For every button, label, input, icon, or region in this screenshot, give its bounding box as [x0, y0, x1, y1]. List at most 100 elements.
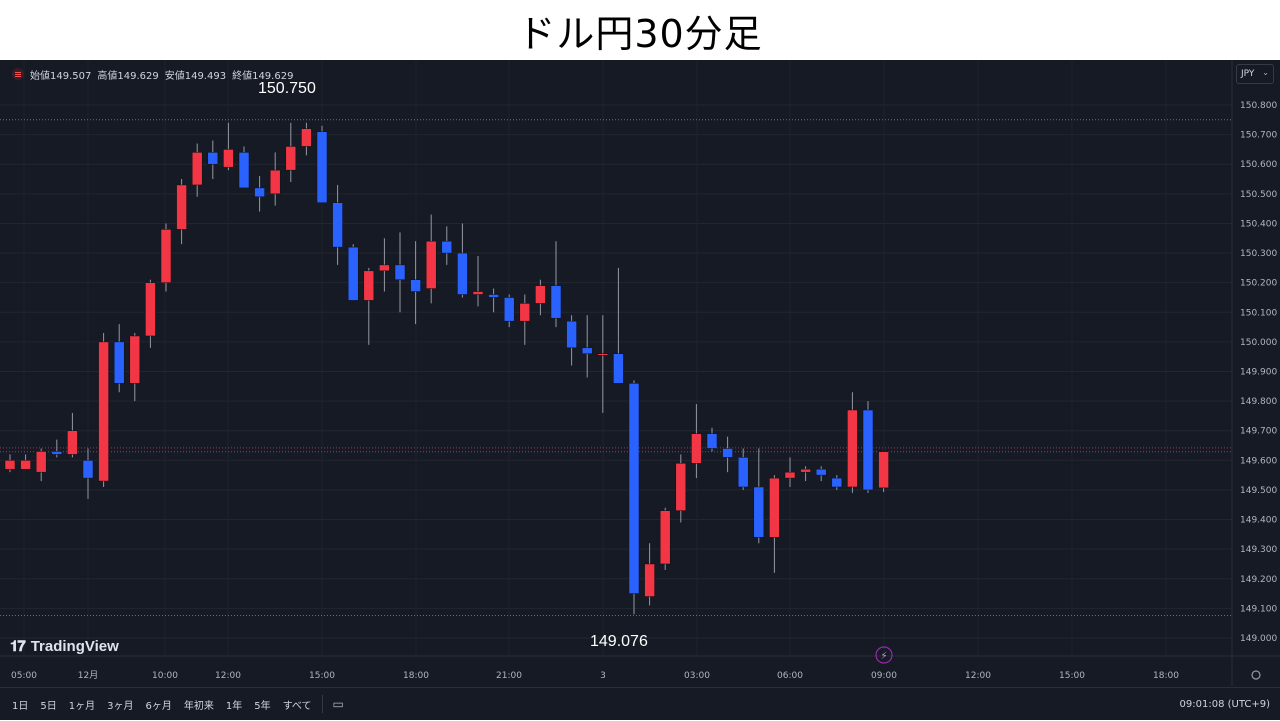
candle-body	[67, 430, 78, 455]
range-toolbar: 1日 5日 1ヶ月 3ヶ月 6ヶ月 年初来 1年 5年 すべて ▭ 09:01:…	[0, 687, 1280, 720]
y-tick-label: 150.700	[1240, 131, 1277, 141]
candle-body	[613, 353, 624, 384]
candle-body	[722, 448, 733, 458]
candle-body	[753, 486, 765, 538]
legend-open: 始値149.507	[30, 70, 92, 82]
y-tick-label: 149.400	[1240, 516, 1277, 526]
range-all[interactable]: すべて	[282, 700, 312, 712]
candle-body	[129, 335, 141, 384]
x-tick-label: 18:00	[1153, 671, 1179, 681]
candle-body	[784, 471, 796, 479]
y-tick-label: 149.900	[1240, 368, 1277, 378]
legend-close: 終値149.629	[232, 70, 294, 82]
candle-body	[20, 460, 31, 470]
candle-body	[223, 149, 234, 168]
y-tick-label: 149.100	[1240, 604, 1277, 614]
high-annotation: 150.750	[258, 80, 316, 97]
candle-body	[472, 291, 484, 295]
title-bar: ドル円30分足	[0, 0, 1280, 60]
x-tick-label: 12:00	[965, 671, 991, 681]
range-1m[interactable]: 1ヶ月	[68, 700, 96, 712]
range-5d[interactable]: 5日	[40, 700, 57, 712]
x-tick-label: 09:00	[871, 671, 897, 681]
y-tick-label: 150.100	[1240, 308, 1277, 318]
candle-body	[35, 451, 47, 473]
candle-body	[301, 128, 312, 147]
y-tick-label: 149.500	[1240, 486, 1277, 496]
candle-body	[581, 347, 593, 354]
range-1y[interactable]: 1年	[225, 700, 243, 712]
goto-date-icon[interactable]: ▭	[332, 697, 344, 711]
tradingview-brand[interactable]: 𝟏𝟕 TradingView	[10, 638, 119, 655]
y-tick-label: 149.700	[1240, 427, 1277, 437]
y-tick-label: 150.200	[1240, 279, 1277, 289]
brand-name: TradingView	[30, 638, 119, 655]
range-5y[interactable]: 5年	[254, 700, 271, 712]
y-tick-label: 150.400	[1240, 219, 1277, 229]
x-tick-label: 3	[600, 671, 606, 681]
x-tick-label: 18:00	[403, 671, 429, 681]
candle-body	[410, 279, 421, 292]
candle-body	[847, 409, 858, 488]
candle-body	[160, 229, 172, 283]
candle-body	[535, 285, 546, 304]
x-tick-label: 10:00	[152, 671, 178, 681]
x-tick-label: 15:00	[1059, 671, 1085, 681]
candle-body	[51, 451, 63, 455]
toolbar-divider	[321, 695, 323, 713]
candle-body	[82, 460, 94, 479]
range-1d[interactable]: 1日	[12, 700, 29, 712]
candle-body	[628, 383, 640, 594]
lightning-icon	[875, 646, 893, 664]
candle-body	[769, 477, 780, 538]
ohlc-legend: 始値149.507 高値149.629 安値149.493 終値149.629	[12, 66, 293, 82]
x-tick-label: 12月	[78, 670, 98, 681]
x-tick-label: 03:00	[684, 671, 710, 681]
y-tick-label: 150.600	[1240, 160, 1277, 170]
legend-high: 高値149.629	[97, 70, 159, 82]
candle-body	[207, 152, 219, 165]
candle-body	[176, 184, 187, 230]
candle-body	[145, 282, 156, 337]
y-tick-label: 149.300	[1240, 545, 1277, 555]
candle-body	[503, 297, 515, 322]
candlestick-chart[interactable]: 150.800 150.700 150.600 150.500 150.400 150.3…	[0, 60, 1280, 687]
candle-body	[113, 341, 125, 384]
chart-panel[interactable]: 150.800 150.700 150.600 150.500 150.400 150.3…	[0, 60, 1280, 720]
y-tick-label: 150.500	[1240, 190, 1277, 200]
chart-title: ドル円30分足	[517, 11, 763, 56]
range-3m[interactable]: 3ヶ月	[107, 700, 134, 712]
range-ytd[interactable]: 年初来	[183, 700, 214, 712]
candle-body	[815, 468, 827, 476]
y-tick-label: 150.300	[1240, 249, 1277, 259]
clock: 09:01:08 (UTC+9)	[1179, 699, 1270, 710]
range-6m[interactable]: 6ヶ月	[145, 700, 172, 712]
low-annotation: 149.076	[590, 633, 648, 650]
candle-body	[347, 246, 359, 301]
currency-select[interactable]: JPY ⌄	[1236, 64, 1274, 84]
candle-body	[597, 353, 609, 356]
candle-body	[706, 433, 718, 449]
candle-body	[550, 285, 562, 319]
candle-body	[644, 563, 655, 597]
candle-body	[800, 468, 811, 473]
candle-body	[4, 460, 16, 470]
candle-body	[98, 341, 109, 482]
legend-icon[interactable]	[12, 68, 24, 80]
candle-body	[862, 409, 874, 491]
candle-body	[379, 264, 390, 272]
candle-body	[269, 169, 281, 195]
candle-body	[441, 240, 453, 254]
candle-body	[737, 457, 749, 488]
candle-body	[425, 240, 437, 289]
y-tick-label: 149.800	[1240, 397, 1277, 407]
legend-low: 安値149.493	[164, 70, 227, 82]
x-tick-label: 21:00	[496, 671, 522, 681]
candle-body	[332, 202, 343, 248]
candle-body	[285, 146, 297, 171]
tradingview-logo-icon: 𝟏𝟕	[10, 638, 26, 655]
candle-body	[831, 477, 843, 488]
y-tick-label: 150.000	[1240, 338, 1277, 348]
candle-body	[457, 252, 468, 295]
candle-body	[488, 294, 499, 298]
